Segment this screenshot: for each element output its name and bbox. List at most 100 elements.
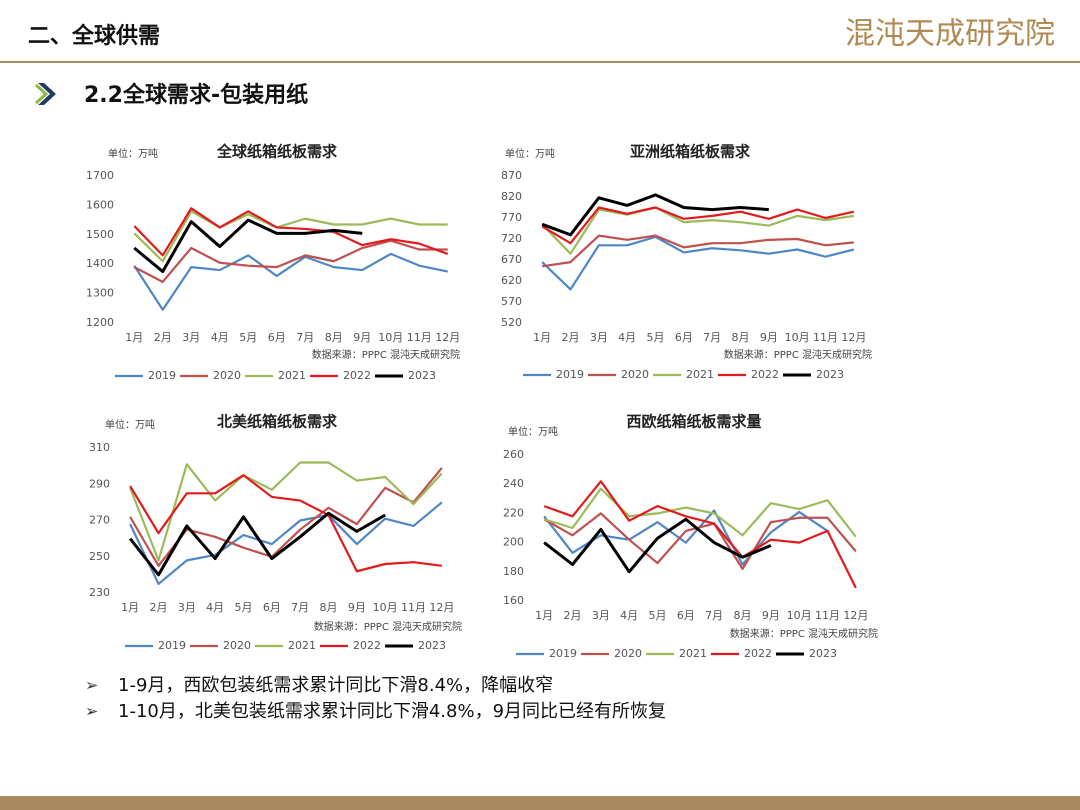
y-tick-label: 1700 bbox=[86, 169, 114, 182]
unit-label: 单位：万吨 bbox=[505, 147, 555, 160]
x-tick-label: 2月 bbox=[154, 331, 172, 344]
x-tick-label: 1月 bbox=[121, 601, 139, 614]
y-tick-label: 260 bbox=[503, 448, 524, 461]
x-tick-label: 2月 bbox=[150, 601, 168, 614]
arrow-icon bbox=[34, 83, 49, 105]
x-tick-label: 12月 bbox=[843, 609, 868, 622]
line-series bbox=[128, 511, 386, 577]
x-tick-label: 10月 bbox=[787, 609, 812, 622]
legend-label: 2023 bbox=[809, 647, 837, 660]
x-tick-label: 7月 bbox=[705, 609, 723, 622]
line-series bbox=[133, 239, 448, 283]
x-tick-label: 1月 bbox=[533, 331, 551, 344]
x-tick-label: 6月 bbox=[268, 331, 286, 344]
unit-label: 单位：万吨 bbox=[508, 425, 558, 438]
x-tick-label: 4月 bbox=[620, 609, 638, 622]
x-tick-label: 11月 bbox=[813, 331, 838, 344]
x-tick-label: 12月 bbox=[429, 601, 454, 614]
x-tick-label: 1月 bbox=[125, 331, 143, 344]
y-tick-label: 1300 bbox=[86, 287, 114, 300]
x-tick-label: 5月 bbox=[239, 331, 257, 344]
bullet-mark: ➢ bbox=[85, 676, 98, 695]
line-series bbox=[543, 487, 857, 538]
line-series bbox=[541, 193, 769, 237]
line-series bbox=[541, 235, 855, 291]
x-tick-label: 6月 bbox=[263, 601, 281, 614]
x-tick-label: 7月 bbox=[291, 601, 309, 614]
x-tick-label: 11月 bbox=[407, 331, 432, 344]
legend-label: 2020 bbox=[614, 647, 642, 660]
source-label: 数据来源：PPPC 混沌天成研究院 bbox=[724, 348, 872, 361]
y-tick-label: 200 bbox=[503, 536, 524, 549]
x-tick-label: 6月 bbox=[677, 609, 695, 622]
y-tick-label: 1600 bbox=[86, 198, 114, 211]
unit-label: 单位：万吨 bbox=[108, 147, 158, 160]
y-tick-label: 670 bbox=[501, 253, 522, 266]
legend-label: 2022 bbox=[744, 647, 772, 660]
chart-title: 全球纸箱纸板需求 bbox=[216, 143, 338, 161]
y-tick-label: 240 bbox=[503, 477, 524, 490]
legend-label: 2023 bbox=[418, 639, 446, 652]
y-tick-label: 160 bbox=[503, 594, 524, 607]
legend-label: 2019 bbox=[148, 369, 176, 382]
legend-label: 2022 bbox=[353, 639, 381, 652]
legend-label: 2022 bbox=[751, 368, 779, 381]
legend-label: 2019 bbox=[549, 647, 577, 660]
source-label: 数据来源：PPPC 混沌天成研究院 bbox=[730, 627, 878, 640]
legend-label: 2021 bbox=[679, 647, 707, 660]
unit-label: 单位：万吨 bbox=[105, 418, 155, 431]
chart-title: 西欧纸箱纸板需求量 bbox=[626, 413, 761, 431]
y-tick-label: 250 bbox=[89, 550, 110, 563]
line-series bbox=[541, 206, 854, 255]
legend-label: 2019 bbox=[158, 639, 186, 652]
logo: 混沌天成研究院 bbox=[845, 17, 1055, 52]
x-tick-label: 11月 bbox=[401, 601, 426, 614]
x-tick-label: 7月 bbox=[296, 331, 314, 344]
x-tick-label: 8月 bbox=[320, 601, 338, 614]
line-series bbox=[542, 234, 854, 268]
y-tick-label: 870 bbox=[501, 169, 522, 182]
x-tick-label: 10月 bbox=[373, 601, 398, 614]
line-series bbox=[543, 480, 857, 589]
y-tick-label: 620 bbox=[501, 274, 522, 287]
x-tick-label: 5月 bbox=[649, 609, 667, 622]
x-tick-label: 3月 bbox=[592, 609, 610, 622]
arrow-icon bbox=[38, 83, 56, 105]
x-tick-label: 9月 bbox=[760, 331, 778, 344]
y-tick-label: 220 bbox=[503, 506, 524, 519]
x-tick-label: 6月 bbox=[675, 331, 693, 344]
x-tick-label: 5月 bbox=[647, 331, 665, 344]
y-tick-label: 230 bbox=[89, 586, 110, 599]
legend-label: 2022 bbox=[343, 369, 371, 382]
line-series bbox=[129, 461, 443, 562]
bullet: 1-9月，西欧包装纸需求累计同比下滑8.4%，降幅收窄 bbox=[118, 675, 553, 696]
y-tick-label: 770 bbox=[501, 211, 522, 224]
x-tick-label: 1月 bbox=[535, 609, 553, 622]
legend-label: 2020 bbox=[621, 368, 649, 381]
x-tick-label: 2月 bbox=[562, 331, 580, 344]
y-tick-label: 570 bbox=[501, 295, 522, 308]
legend-label: 2020 bbox=[223, 639, 251, 652]
x-tick-label: 10月 bbox=[378, 331, 403, 344]
y-tick-label: 310 bbox=[89, 441, 110, 454]
x-tick-label: 4月 bbox=[618, 331, 636, 344]
x-tick-label: 8月 bbox=[734, 609, 752, 622]
x-tick-label: 7月 bbox=[703, 331, 721, 344]
y-tick-label: 1200 bbox=[86, 316, 114, 329]
line-series bbox=[543, 517, 772, 574]
line-series bbox=[133, 210, 448, 263]
subtitle: 2.2全球需求-包装用纸 bbox=[84, 82, 308, 108]
x-tick-label: 9月 bbox=[762, 609, 780, 622]
bullet: 1-10月，北美包装纸需求累计同比下滑4.8%，9月同比已经有所恢复 bbox=[118, 701, 666, 722]
x-tick-label: 12月 bbox=[841, 331, 866, 344]
y-tick-label: 720 bbox=[501, 232, 522, 245]
legend-label: 2021 bbox=[278, 369, 306, 382]
x-tick-label: 10月 bbox=[785, 331, 810, 344]
line-series bbox=[129, 467, 443, 567]
y-tick-label: 270 bbox=[89, 514, 110, 527]
x-tick-label: 3月 bbox=[182, 331, 200, 344]
line-series bbox=[541, 206, 855, 245]
y-tick-label: 520 bbox=[501, 316, 522, 329]
line-series bbox=[543, 512, 857, 570]
